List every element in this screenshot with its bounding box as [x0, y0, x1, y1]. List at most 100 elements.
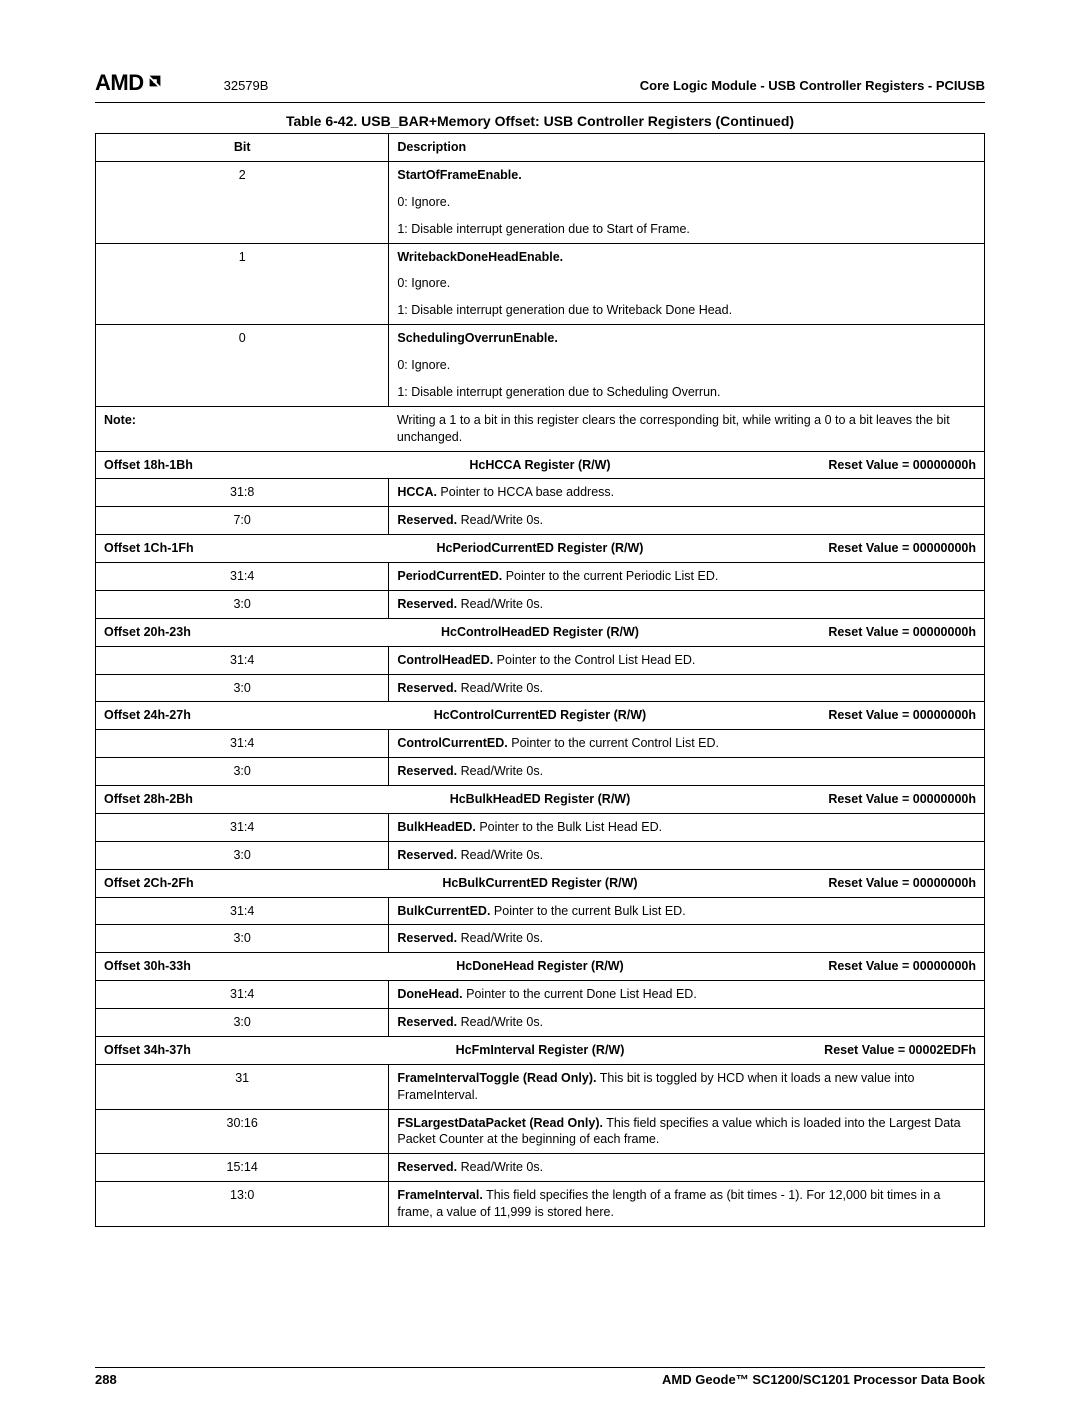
- field-desc: Read/Write 0s.: [457, 597, 543, 611]
- reset-value: Reset Value = 00000000h: [691, 618, 984, 646]
- register-section: Offset 2Ch-2Fh HcBulkCurrentED Register …: [96, 869, 985, 897]
- logo-text: AMD: [95, 70, 144, 96]
- table-head-row: Bit Description: [96, 134, 985, 162]
- reg-name: HcHCCA Register (R/W): [389, 451, 691, 479]
- header-section-title: Core Logic Module - USB Controller Regis…: [640, 78, 985, 93]
- field-desc: Read/Write 0s.: [457, 513, 543, 527]
- bit-range: 31:8: [96, 479, 389, 507]
- register-section: Offset 34h-37h HcFmInterval Register (R/…: [96, 1036, 985, 1064]
- table-row: 31:4 ControlHeadED. Pointer to the Contro…: [96, 646, 985, 674]
- register-section: Offset 28h-2Bh HcBulkHeadED Register (R/…: [96, 786, 985, 814]
- logo-arrow-icon: [146, 70, 164, 96]
- field-name: Reserved.: [397, 1160, 457, 1174]
- amd-logo: AMD: [95, 70, 164, 96]
- bit-range: 30:16: [96, 1109, 389, 1154]
- table-row: 15:14Reserved. Read/Write 0s.: [96, 1154, 985, 1182]
- offset: Offset 1Ch-1Fh: [96, 535, 389, 563]
- bit-num: 0: [96, 325, 389, 352]
- bit-title: StartOfFrameEnable.: [389, 161, 985, 188]
- bit-range: 3:0: [96, 674, 389, 702]
- reset-value: Reset Value = 00002EDFh: [691, 1036, 984, 1064]
- table-row: 31FrameIntervalToggle (Read Only). This …: [96, 1064, 985, 1109]
- field-name: Reserved.: [397, 681, 457, 695]
- field-name: FrameIntervalToggle (Read Only).: [397, 1071, 596, 1085]
- field-name: Reserved.: [397, 513, 457, 527]
- field-name: FSLargestDataPacket (Read Only).: [397, 1116, 603, 1130]
- field-name: ControlHeadED.: [397, 653, 493, 667]
- bit-range: 3:0: [96, 758, 389, 786]
- field-desc: Pointer to HCCA base address.: [437, 485, 614, 499]
- bit-range: 31:4: [96, 646, 389, 674]
- bit-line: 0: Ignore.: [389, 352, 985, 379]
- reg-name: HcFmInterval Register (R/W): [389, 1036, 691, 1064]
- table-row: 3:0 Reserved. Read/Write 0s.: [96, 590, 985, 618]
- table-row: 31:4PeriodCurrentED. Pointer to the curr…: [96, 563, 985, 591]
- table-row: 1: Disable interrupt generation due to W…: [96, 297, 985, 324]
- register-section: Offset 18h-1Bh HcHCCA Register (R/W) Res…: [96, 451, 985, 479]
- doc-number: 32579B: [224, 78, 269, 93]
- table-row: 3:0Reserved. Read/Write 0s.: [96, 1009, 985, 1037]
- reset-value: Reset Value = 00000000h: [691, 451, 984, 479]
- field-name: FrameInterval.: [397, 1188, 482, 1202]
- field-desc: Read/Write 0s.: [457, 681, 543, 695]
- bit-num: 2: [96, 161, 389, 188]
- page: AMD 32579B Core Logic Module - USB Contr…: [0, 0, 1080, 1427]
- register-section: Offset 20h-23h HcControlHeadED Register …: [96, 618, 985, 646]
- table-row: 3:0 Reserved. Read/Write 0s.: [96, 758, 985, 786]
- field-desc: Pointer to the current Done List Head ED…: [463, 987, 697, 1001]
- register-section: Offset 24h-27h HcControlCurrentED Regist…: [96, 702, 985, 730]
- bit-range: 13:0: [96, 1182, 389, 1227]
- bit-line: 0: Ignore.: [389, 270, 985, 297]
- bit-range: 31:4: [96, 813, 389, 841]
- table-row: 0: Ignore.: [96, 270, 985, 297]
- table-row: 0: Ignore.: [96, 189, 985, 216]
- bit-title: SchedulingOverrunEnable.: [389, 325, 985, 352]
- table-row: 0 SchedulingOverrunEnable.: [96, 325, 985, 352]
- table-row: 7:0Reserved. Read/Write 0s.: [96, 507, 985, 535]
- table-title: Table 6-42. USB_BAR+Memory Offset: USB C…: [95, 113, 985, 129]
- field-name: Reserved.: [397, 931, 457, 945]
- note-text: Writing a 1 to a bit in this register cl…: [389, 406, 985, 451]
- page-header: AMD 32579B Core Logic Module - USB Contr…: [95, 70, 985, 103]
- field-name: Reserved.: [397, 764, 457, 778]
- bit-range: 3:0: [96, 590, 389, 618]
- register-section: Offset 30h-33h HcDoneHead Register (R/W)…: [96, 953, 985, 981]
- reset-value: Reset Value = 00000000h: [691, 702, 984, 730]
- field-name: HCCA.: [397, 485, 437, 499]
- table-row: 2 StartOfFrameEnable.: [96, 161, 985, 188]
- field-desc: Pointer to the current Periodic List ED.: [502, 569, 718, 583]
- bit-num: 1: [96, 243, 389, 270]
- offset: Offset 2Ch-2Fh: [96, 869, 389, 897]
- reg-name: HcControlCurrentED Register (R/W): [389, 702, 691, 730]
- bit-range: 31:4: [96, 563, 389, 591]
- register-section: Offset 1Ch-1Fh HcPeriodCurrentED Registe…: [96, 535, 985, 563]
- table-row: 3:0 Reserved. Read/Write 0s.: [96, 674, 985, 702]
- field-desc: Pointer to the Control List Head ED.: [493, 653, 695, 667]
- offset: Offset 34h-37h: [96, 1036, 389, 1064]
- table-row: 1: Disable interrupt generation due to S…: [96, 216, 985, 243]
- bit-line: 1: Disable interrupt generation due to S…: [389, 216, 985, 243]
- bit-range: 3:0: [96, 1009, 389, 1037]
- page-footer: 288 AMD Geode™ SC1200/SC1201 Processor D…: [95, 1367, 985, 1387]
- table-row: 31:4BulkCurrentED. Pointer to the curren…: [96, 897, 985, 925]
- bit-line: 0: Ignore.: [389, 189, 985, 216]
- field-name: Reserved.: [397, 597, 457, 611]
- reg-name: HcControlHeadED Register (R/W): [389, 618, 691, 646]
- field-name: Reserved.: [397, 1015, 457, 1029]
- table-row: 31:4ControlCurrentED. Pointer to the cur…: [96, 730, 985, 758]
- field-desc: Read/Write 0s.: [457, 764, 543, 778]
- note-label: Note:: [96, 406, 389, 451]
- bit-range: 3:0: [96, 841, 389, 869]
- reset-value: Reset Value = 00000000h: [691, 953, 984, 981]
- bit-range: 3:0: [96, 925, 389, 953]
- table-row: 3:0Reserved. Read/Write 0s.: [96, 925, 985, 953]
- offset: Offset 30h-33h: [96, 953, 389, 981]
- reset-value: Reset Value = 00000000h: [691, 786, 984, 814]
- offset: Offset 28h-2Bh: [96, 786, 389, 814]
- reset-value: Reset Value = 00000000h: [691, 869, 984, 897]
- bit-range: 31: [96, 1064, 389, 1109]
- bit-range: 31:4: [96, 730, 389, 758]
- table-row: 13:0FrameInterval. This field specifies …: [96, 1182, 985, 1227]
- field-name: BulkCurrentED.: [397, 904, 490, 918]
- reg-name: HcDoneHead Register (R/W): [389, 953, 691, 981]
